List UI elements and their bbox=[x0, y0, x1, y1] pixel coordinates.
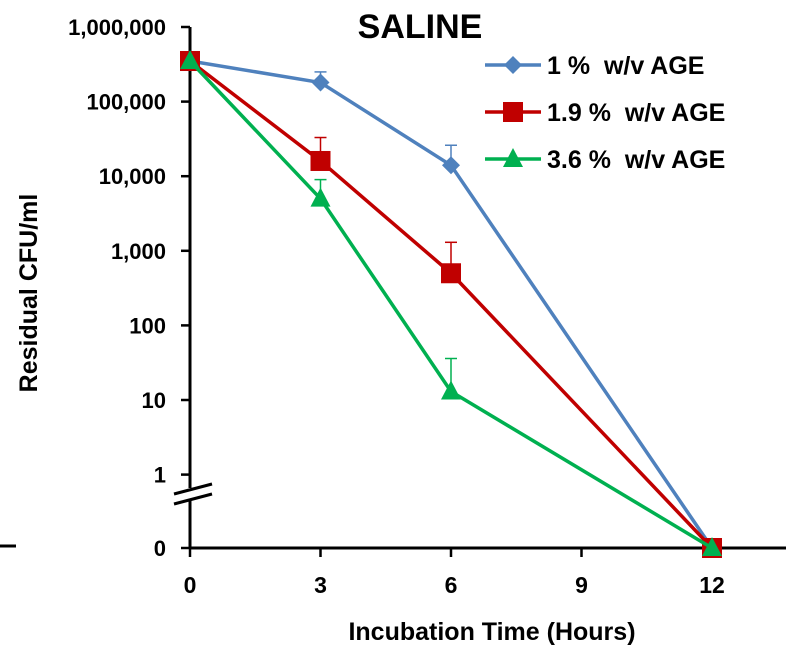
legend-label: 1.9 % w/v AGE bbox=[547, 99, 725, 127]
data-point bbox=[310, 150, 331, 171]
legend-marker bbox=[504, 56, 522, 74]
data-point bbox=[311, 73, 330, 92]
data-point bbox=[702, 537, 722, 556]
series-3 bbox=[180, 50, 722, 556]
x-axis-label: Incubation Time (Hours) bbox=[348, 618, 635, 646]
axis-break-marker bbox=[173, 482, 213, 506]
y-axis-label: Residual CFU/ml bbox=[15, 194, 43, 393]
chart-title: SALINE bbox=[358, 8, 483, 46]
x-tick-label: 3 bbox=[314, 572, 327, 598]
y-tick-label: 0 bbox=[154, 536, 166, 561]
x-tick-label: 9 bbox=[575, 572, 588, 598]
y-tick-label: 100 bbox=[129, 313, 166, 338]
y-tick-label: 1 bbox=[154, 463, 166, 488]
legend: 1 % w/v AGE 1.9 % w/v AGE 3.6 % w/v AGE bbox=[485, 52, 725, 174]
y-tick-label: 1,000 bbox=[111, 239, 166, 264]
series-2 bbox=[180, 51, 722, 558]
series-line bbox=[188, 59, 713, 550]
legend-label: 1 % w/v AGE bbox=[547, 52, 704, 80]
y-tick-label: 1,000,000 bbox=[68, 15, 166, 40]
legend-item: 3.6 % w/v AGE bbox=[485, 146, 725, 174]
series-1 bbox=[181, 52, 721, 557]
legend-item: 1 % w/v AGE bbox=[485, 52, 704, 80]
series-line bbox=[188, 59, 714, 550]
data-point bbox=[441, 263, 461, 284]
x-tick-label: 12 bbox=[699, 572, 725, 598]
data-point bbox=[442, 156, 460, 175]
data-point bbox=[441, 380, 461, 400]
legend-label: 3.6 % w/v AGE bbox=[547, 146, 725, 174]
x-tick-label: 0 bbox=[184, 572, 197, 598]
legend-item: 1.9 % w/v AGE bbox=[485, 99, 725, 127]
axes bbox=[0, 27, 786, 550]
series-layer bbox=[180, 50, 722, 558]
data-point bbox=[310, 187, 331, 207]
legend-marker bbox=[503, 102, 523, 122]
y-tick-label: 10 bbox=[142, 388, 166, 413]
y-tick-label: 100,000 bbox=[86, 90, 166, 115]
y-tick-label: 10,000 bbox=[99, 164, 166, 189]
legend-marker bbox=[503, 148, 523, 167]
data-point bbox=[180, 50, 200, 70]
series-line bbox=[189, 59, 714, 549]
x-tick-label: 6 bbox=[445, 572, 458, 598]
